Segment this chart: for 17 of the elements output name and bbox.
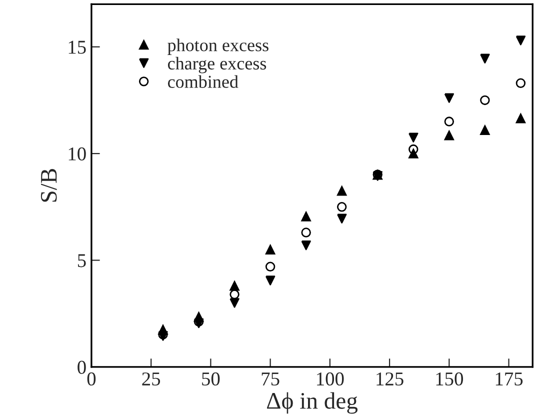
x-tick-label: 100 xyxy=(317,372,344,386)
x-tick-label: 150 xyxy=(436,372,463,386)
x-tick-label: 50 xyxy=(202,372,220,386)
x-tick-label: 0 xyxy=(87,372,96,386)
y-tick-label: 10 xyxy=(68,147,86,160)
legend-label: charge excess xyxy=(168,56,266,74)
y-tick-label: 0 xyxy=(78,360,86,374)
y-tick-label: 5 xyxy=(78,254,86,268)
x-tick-label: 75 xyxy=(262,372,280,386)
x-tick-label: 125 xyxy=(376,372,404,386)
legend-label: photon excess xyxy=(168,38,268,55)
y-tick-label: 15 xyxy=(68,40,86,54)
legend-label: combined xyxy=(168,75,238,88)
y-axis-title: S/B xyxy=(40,169,57,202)
x-tick-label: 25 xyxy=(142,372,160,386)
x-tick-label: 175 xyxy=(496,372,523,386)
x-axis-title: Δϕ in deg xyxy=(267,392,358,414)
